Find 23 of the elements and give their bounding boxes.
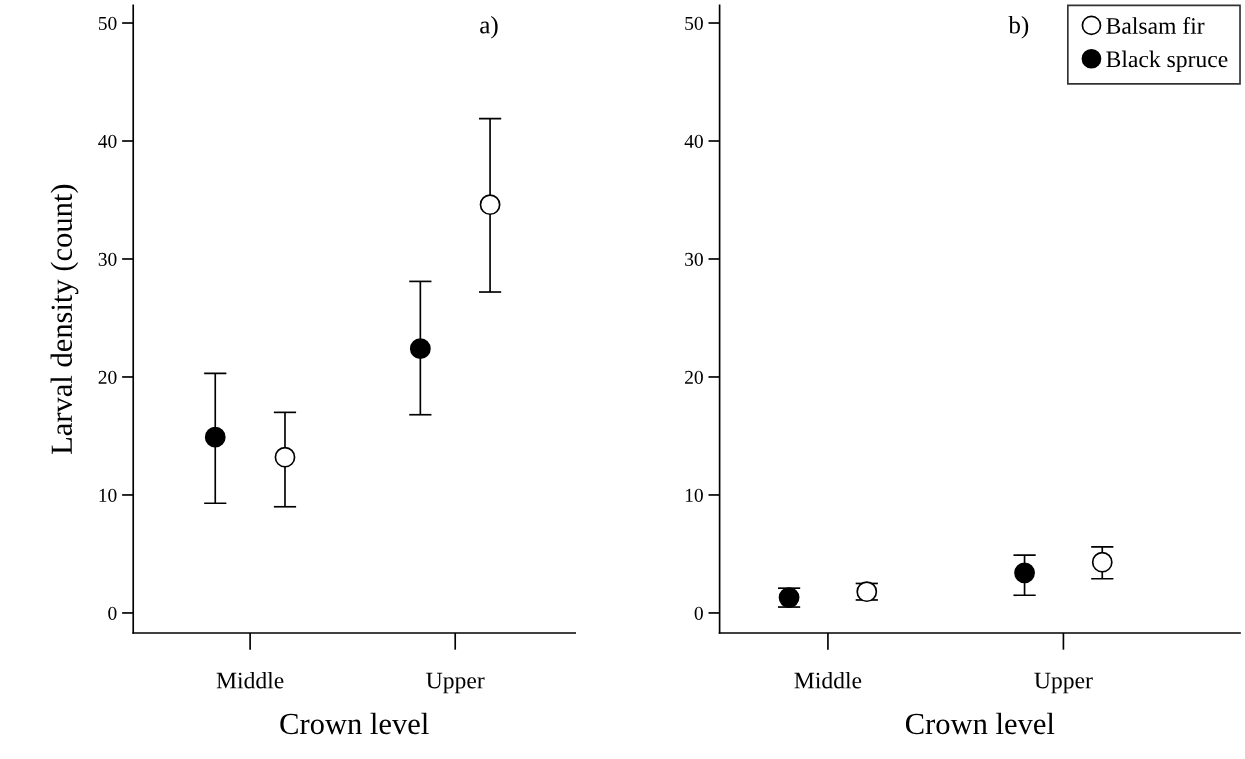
y-tick-label: 10 [685,488,703,502]
y-tick-label: 20 [98,370,117,384]
x-tick-label: Middle [794,671,862,689]
x-axis-title: Crown level [905,712,1055,735]
y-axis-title: Larval density (count) [50,184,79,455]
legend-label: Balsam fir [1106,17,1205,34]
y-tick-label: 30 [98,252,117,266]
annotation: b) [1008,15,1029,39]
x-tick-label: Upper [426,672,485,694]
y-tick-label: 20 [685,370,703,384]
y-tick-label: 0 [694,606,703,620]
y-tick-label: 40 [98,134,117,148]
x-axis-title: Crown level [280,712,429,735]
y-tick-label: 50 [98,16,117,30]
legend-label: Black spruce [1106,50,1228,73]
annotation: a) [480,15,498,39]
x-tick-label: Middle [216,671,284,689]
y-tick-label: 40 [684,134,703,148]
y-tick-label: 50 [685,16,703,30]
y-tick-label: 10 [99,488,117,502]
y-tick-label: 30 [685,252,703,266]
y-tick-label: 0 [108,606,117,620]
x-tick-label: Upper [1034,672,1093,694]
